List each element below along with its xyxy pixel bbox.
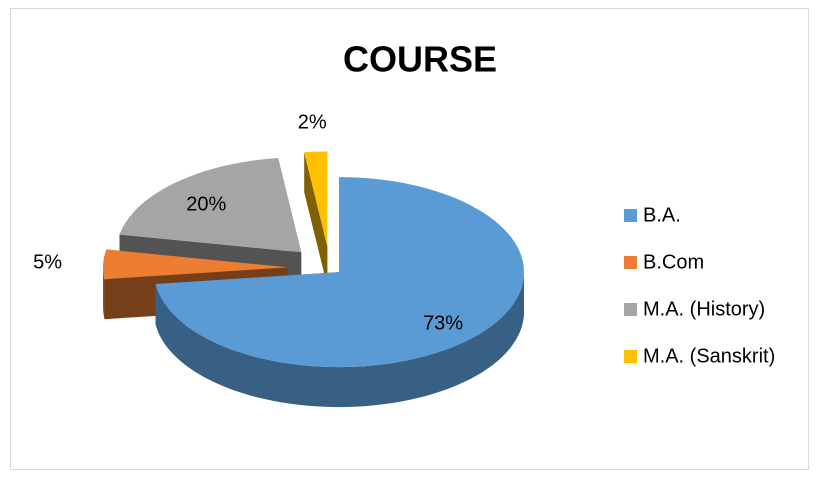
slice-top [103, 249, 288, 280]
slice-wall [304, 152, 328, 287]
data-label: 20% [186, 194, 226, 216]
legend-swatch [624, 209, 637, 222]
legend-swatch [624, 350, 637, 363]
legend-swatch [624, 256, 637, 269]
slice-side [103, 267, 105, 320]
slice-side [155, 272, 524, 408]
slice-top [304, 151, 328, 247]
data-label: 5% [33, 252, 62, 274]
legend-swatch [624, 303, 637, 316]
data-label: 73% [423, 312, 463, 334]
legend-label: M.A. (Sanskrit) [643, 345, 775, 367]
slice-top [119, 158, 302, 253]
chart-title: COURSE [343, 39, 497, 80]
legend-label: B.A. [643, 204, 681, 226]
slice-top [155, 177, 524, 368]
data-label: 2% [298, 111, 327, 133]
legend-label: B.Com [643, 251, 704, 273]
legend-label: M.A. (History) [643, 298, 765, 320]
